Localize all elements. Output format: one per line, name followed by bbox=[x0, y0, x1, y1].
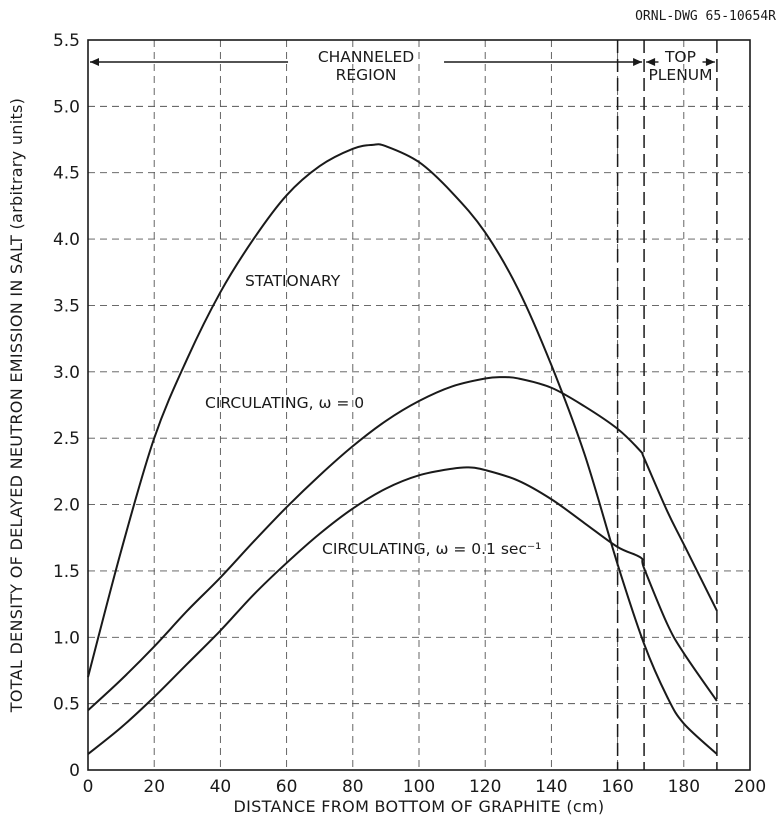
x-tick-label: 60 bbox=[276, 777, 298, 797]
y-tick-labels: 0 0.5 1.0 1.5 2.0 2.5 3.0 3.5 4.0 4.5 5.0 5.5 bbox=[53, 31, 80, 781]
series-line bbox=[87, 376, 718, 712]
region-label: TOP bbox=[664, 48, 696, 66]
y-tick-label: 1.5 bbox=[53, 562, 80, 582]
region-label: CHANNELED bbox=[318, 48, 414, 66]
y-axis-label: TOTAL DENSITY OF DELAYED NEUTRON EMISSIO… bbox=[7, 98, 26, 713]
region-boundaries bbox=[616, 40, 718, 770]
series-labels: STATIONARY CIRCULATING, ω = 0 CIRCULATING,… bbox=[205, 272, 541, 558]
series-line bbox=[87, 466, 718, 755]
y-tick-label: 5.5 bbox=[53, 31, 80, 51]
y-tick-label: 4.0 bbox=[53, 230, 80, 250]
x-tick-label: 80 bbox=[342, 777, 364, 797]
x-tick-labels: 0 20 40 60 80 100 120 140 160 180 200 bbox=[83, 777, 767, 797]
x-tick-label: 100 bbox=[403, 777, 435, 797]
x-tick-label: 0 bbox=[83, 777, 94, 797]
drawing-number: ORNL-DWG 65-10654R bbox=[635, 9, 776, 24]
region-label: PLENUM bbox=[648, 66, 712, 84]
y-tick-label: 0 bbox=[69, 761, 80, 781]
plot-frame bbox=[87, 39, 751, 771]
y-tick-label: 4.5 bbox=[53, 164, 80, 184]
y-tick-label: 2.5 bbox=[53, 429, 80, 449]
x-tick-label: 40 bbox=[210, 777, 232, 797]
x-tick-label: 180 bbox=[668, 777, 700, 797]
x-tick-label: 200 bbox=[734, 777, 766, 797]
region-label: REGION bbox=[336, 66, 397, 84]
series-label: CIRCULATING, ω = 0 bbox=[205, 394, 364, 412]
y-tick-label: 1.0 bbox=[53, 628, 80, 648]
arrow-head bbox=[705, 58, 715, 66]
arrow-head bbox=[90, 58, 99, 66]
x-tick-label: 120 bbox=[469, 777, 501, 797]
arrow-head bbox=[646, 58, 656, 66]
series-label: STATIONARY bbox=[245, 272, 341, 290]
x-tick-label: 140 bbox=[535, 777, 567, 797]
y-tick-label: 2.0 bbox=[53, 496, 80, 516]
y-tick-label: 3.0 bbox=[53, 363, 80, 383]
series-label: CIRCULATING, ω = 0.1 sec⁻¹ bbox=[322, 540, 541, 558]
y-tick-label: 3.5 bbox=[53, 296, 80, 316]
y-tick-label: 5.0 bbox=[53, 97, 80, 117]
series-line bbox=[87, 143, 718, 755]
data-series bbox=[87, 143, 718, 755]
x-tick-label: 160 bbox=[601, 777, 633, 797]
y-tick-label: 0.5 bbox=[53, 695, 80, 715]
x-axis-label: DISTANCE FROM BOTTOM OF GRAPHITE (cm) bbox=[234, 797, 605, 816]
arrow-head bbox=[633, 58, 643, 66]
x-tick-label: 20 bbox=[143, 777, 165, 797]
